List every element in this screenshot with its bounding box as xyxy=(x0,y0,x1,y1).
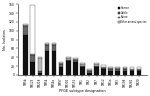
Bar xyxy=(30,55,35,62)
Bar xyxy=(101,65,106,67)
Bar xyxy=(59,67,63,75)
Bar xyxy=(130,71,134,75)
Bar xyxy=(38,73,42,75)
Bar xyxy=(137,69,141,70)
Bar xyxy=(23,25,28,26)
Bar xyxy=(45,43,49,44)
Bar xyxy=(30,62,35,75)
Bar xyxy=(73,58,78,59)
Bar xyxy=(52,43,56,44)
Y-axis label: No. Isolates: No. Isolates xyxy=(3,29,7,50)
Bar xyxy=(52,45,56,51)
Bar xyxy=(108,71,113,75)
Bar xyxy=(94,66,99,67)
Bar xyxy=(73,60,78,62)
Bar xyxy=(59,64,63,67)
Bar xyxy=(101,67,106,68)
Bar xyxy=(23,35,28,75)
Bar xyxy=(116,71,120,75)
Bar xyxy=(80,67,85,75)
Bar xyxy=(137,70,141,71)
Bar xyxy=(123,67,127,68)
Bar xyxy=(52,51,56,75)
Bar xyxy=(52,44,56,45)
Legend: Human, Cattle, Swine, Other animal species: Human, Cattle, Swine, Other animal speci… xyxy=(117,6,147,24)
Bar xyxy=(130,69,134,70)
X-axis label: PFGE subtype designation: PFGE subtype designation xyxy=(59,89,106,93)
Bar xyxy=(80,66,85,67)
Bar xyxy=(101,68,106,69)
Bar xyxy=(66,61,70,75)
Bar xyxy=(30,54,35,55)
Bar xyxy=(66,57,70,58)
Bar xyxy=(66,60,70,61)
Bar xyxy=(87,71,92,73)
Bar xyxy=(30,5,35,54)
Bar xyxy=(130,67,134,69)
Bar xyxy=(45,44,49,45)
Bar xyxy=(80,64,85,66)
Bar xyxy=(87,73,92,75)
Bar xyxy=(94,63,99,64)
Bar xyxy=(116,69,120,71)
Bar xyxy=(38,58,42,71)
Bar xyxy=(87,70,92,71)
Bar xyxy=(130,70,134,71)
Bar xyxy=(123,68,127,69)
Bar xyxy=(116,67,120,68)
Bar xyxy=(116,68,120,69)
Bar xyxy=(59,63,63,64)
Bar xyxy=(66,58,70,60)
Bar xyxy=(38,71,42,73)
Bar xyxy=(94,64,99,66)
Bar xyxy=(73,62,78,75)
Bar xyxy=(59,62,63,63)
Bar xyxy=(73,59,78,60)
Bar xyxy=(101,69,106,75)
Bar xyxy=(94,67,99,75)
Bar xyxy=(80,63,85,64)
Bar xyxy=(123,71,127,75)
Bar xyxy=(87,69,92,70)
Bar xyxy=(45,45,49,51)
Bar xyxy=(108,69,113,71)
Bar xyxy=(23,24,28,25)
Bar xyxy=(123,69,127,71)
Bar xyxy=(137,67,141,69)
Bar xyxy=(45,51,49,75)
Bar xyxy=(137,71,141,75)
Bar xyxy=(108,67,113,68)
Bar xyxy=(23,26,28,35)
Bar xyxy=(108,68,113,69)
Bar xyxy=(38,57,42,58)
